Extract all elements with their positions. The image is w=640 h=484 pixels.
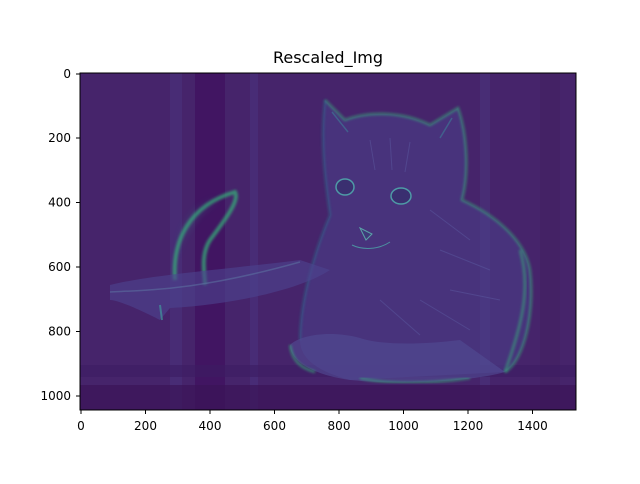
cat-eye-right	[390, 187, 412, 205]
x-tick-label: 200	[134, 419, 157, 433]
x-tick-label: 600	[263, 419, 286, 433]
x-tick-label: 400	[199, 419, 222, 433]
y-tick-label: 0	[63, 67, 71, 81]
cat-front-leg	[110, 260, 330, 320]
cat-paws	[290, 334, 505, 383]
x-axis: 0 200 400 600 800 1000 1200 1400	[77, 410, 548, 433]
rescaled-image	[80, 73, 576, 410]
y-tick-label: 1000	[40, 389, 71, 403]
cat-eye-left	[335, 178, 355, 196]
y-tick-label: 400	[48, 196, 71, 210]
axes-frame	[79, 72, 577, 411]
y-tick-label: 800	[48, 325, 71, 339]
x-tick-label: 800	[328, 419, 351, 433]
x-tick-label: 1000	[388, 419, 419, 433]
y-tick-label: 600	[48, 260, 71, 274]
x-tick-label: 1200	[453, 419, 484, 433]
x-tick-label: 1400	[517, 419, 548, 433]
x-tick-label: 0	[77, 419, 85, 433]
plot-title: Rescaled_Img	[272, 48, 384, 67]
y-axis: 0 200 400 600 800 1000	[40, 67, 80, 403]
cat-body	[300, 100, 532, 380]
y-tick-label: 200	[48, 131, 71, 145]
